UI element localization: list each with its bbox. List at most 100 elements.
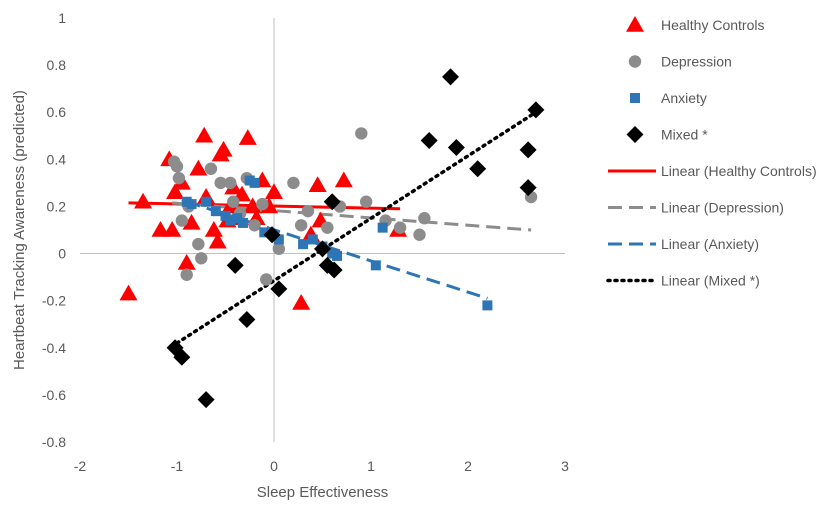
data-point <box>370 260 381 271</box>
data-point <box>263 226 281 244</box>
data-point <box>204 221 223 237</box>
data-point <box>323 193 341 211</box>
data-point <box>208 232 227 249</box>
legend-label: Linear (Healthy Controls) <box>661 163 817 179</box>
data-point <box>225 215 236 226</box>
data-point <box>177 253 196 270</box>
x-tick-label: 2 <box>464 458 472 474</box>
data-point <box>420 131 438 149</box>
data-point <box>442 68 460 86</box>
data-point <box>325 261 343 279</box>
data-point <box>163 221 182 237</box>
data-point <box>172 171 186 185</box>
data-point <box>359 195 373 208</box>
data-point <box>195 126 214 143</box>
series-square <box>181 175 493 311</box>
y-tick-label: 0 <box>58 246 66 262</box>
data-point <box>248 219 261 232</box>
data-point <box>192 237 205 251</box>
data-point <box>210 206 221 217</box>
data-point <box>321 221 334 234</box>
data-point <box>308 176 327 192</box>
data-point <box>332 250 343 261</box>
x-tick-label: 3 <box>561 458 569 474</box>
y-tick-label: 0.2 <box>47 198 67 214</box>
data-point <box>298 239 309 250</box>
legend-label: Linear (Depression) <box>661 200 784 216</box>
data-point <box>287 176 300 190</box>
data-point <box>447 139 465 157</box>
x-tick-label: -1 <box>171 458 184 474</box>
data-point <box>418 212 431 225</box>
series-diamond <box>166 68 545 409</box>
data-point <box>301 204 315 218</box>
data-point <box>256 197 269 211</box>
legend-item: Healthy Controls <box>626 16 765 33</box>
legend-item: Linear (Healthy Controls) <box>608 163 817 179</box>
data-point <box>260 273 273 286</box>
legend-label: Mixed * <box>661 127 708 143</box>
data-point <box>272 242 286 256</box>
data-point <box>334 171 353 188</box>
data-point <box>189 159 208 176</box>
legend-item: Depression <box>628 54 732 70</box>
legend-marker <box>628 55 642 68</box>
data-point <box>238 129 257 145</box>
legend-label: Linear (Anxiety) <box>661 236 759 252</box>
data-point <box>173 348 191 366</box>
data-point <box>270 280 288 298</box>
x-tick-label: 0 <box>270 458 278 474</box>
y-tick-label: 0.4 <box>47 151 67 167</box>
data-point <box>180 268 193 281</box>
y-tick-label: -0.2 <box>42 293 66 309</box>
legend-label: Depression <box>661 54 732 70</box>
data-point <box>182 213 201 230</box>
legend-marker <box>626 126 644 143</box>
legend-item: Linear (Anxiety) <box>608 236 759 252</box>
data-point <box>226 256 244 274</box>
tick-labels: -2 -1 0 1 2 3 1 0.8 0.6 0.4 0.2 0 -0.2 -0.4 -0.6 -0.8 <box>42 10 569 474</box>
legend-label: Healthy Controls <box>661 17 765 33</box>
data-point <box>393 221 407 234</box>
y-tick-label: -0.8 <box>42 434 66 450</box>
data-point <box>294 219 308 232</box>
data-point <box>175 214 189 227</box>
legend-label: Linear (Mixed *) <box>661 273 760 289</box>
data-point <box>519 141 537 159</box>
trendline <box>172 201 532 232</box>
legend-item: Linear (Depression) <box>608 200 784 216</box>
data-point <box>527 101 545 119</box>
data-point <box>224 176 237 190</box>
legend-item: Mixed * <box>626 126 708 143</box>
data-point <box>119 284 138 301</box>
data-point <box>413 228 426 241</box>
legend-item: Anxiety <box>630 90 707 106</box>
data-point <box>377 222 388 233</box>
data-point <box>195 252 208 265</box>
data-point <box>249 177 260 188</box>
y-tick-label: -0.4 <box>42 340 66 356</box>
y-axis-title: Heartbeat Tracking Awareness (predicted) <box>11 90 28 370</box>
data-point <box>166 183 185 200</box>
data-point <box>273 234 284 245</box>
data-point <box>265 183 283 200</box>
data-point <box>197 391 215 409</box>
data-point <box>232 213 243 224</box>
y-tick-label: 1 <box>58 10 66 26</box>
data-point <box>151 221 170 237</box>
legend-label: Anxiety <box>661 90 707 106</box>
data-point <box>519 179 537 197</box>
legend-item: Linear (Mixed *) <box>606 273 760 289</box>
data-point <box>214 140 233 157</box>
data-point <box>134 192 153 209</box>
data-point <box>314 240 331 258</box>
data-point <box>259 227 270 238</box>
legend: Healthy Controls Depression Anxiety Mixed *… <box>606 16 817 289</box>
data-point <box>186 199 197 210</box>
legend-marker <box>630 93 640 103</box>
data-point <box>469 160 487 178</box>
data-point <box>201 196 212 207</box>
data-point <box>237 217 248 228</box>
y-tick-label: 0.6 <box>47 104 67 120</box>
